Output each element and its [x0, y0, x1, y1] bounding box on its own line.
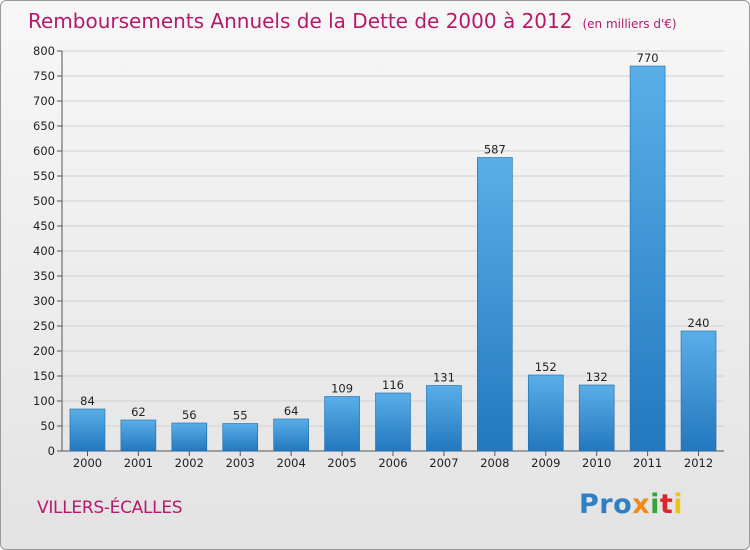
- y-tick-label: 400: [33, 244, 55, 258]
- data-labels: 84 62 56 55 64 109 116 131 587 152 132 770 240: [80, 51, 709, 423]
- bar: [426, 385, 462, 452]
- bar-value-label: 55: [233, 409, 248, 423]
- y-tick-label: 550: [33, 169, 55, 183]
- bar: [273, 418, 309, 452]
- chart-title-text: Remboursements Annuels de la Dette de 20…: [28, 9, 573, 33]
- logo-part-5: i: [673, 489, 684, 520]
- bar-value-label: 587: [484, 143, 506, 157]
- y-tick-label: 100: [33, 394, 55, 408]
- bar: [375, 392, 411, 452]
- logo-part-2: x: [632, 489, 651, 520]
- x-tick-label: 2007: [429, 456, 458, 470]
- x-tick-label: 2001: [124, 456, 153, 470]
- bar-value-label: 84: [80, 394, 95, 408]
- x-tick-label: 2008: [480, 456, 509, 470]
- bar-value-label: 62: [131, 405, 146, 419]
- bar-value-label: 770: [637, 51, 659, 65]
- bar-value-label: 64: [284, 404, 299, 418]
- y-tick-label: 200: [33, 344, 55, 358]
- x-tick-label: 2010: [582, 456, 611, 470]
- x-tick-labels: 2000 2001 2002 2003 2004 2005 2006 2007 2008 2009…: [73, 451, 713, 470]
- bar: [477, 157, 513, 452]
- y-tick-label: 50: [40, 419, 55, 433]
- x-tick-label: 2009: [531, 456, 560, 470]
- chart-title: Remboursements Annuels de la Dette de 20…: [28, 9, 677, 33]
- y-tick-label: 650: [33, 119, 55, 133]
- bars: [69, 65, 717, 452]
- y-tick-label: 750: [33, 69, 55, 83]
- logo-part-4: t: [659, 489, 674, 520]
- bar: [120, 419, 157, 452]
- y-tick-label: 150: [33, 369, 55, 383]
- y-tick-label: 300: [33, 294, 55, 308]
- y-tick-label: 800: [33, 44, 55, 58]
- commune-name: VILLERS-ÉCALLES: [37, 498, 183, 518]
- bar: [171, 422, 208, 452]
- x-tick-label: 2005: [327, 456, 356, 470]
- bar-value-label: 116: [382, 378, 404, 392]
- x-tick-label: 2000: [73, 456, 102, 470]
- y-tick-label: 500: [33, 194, 55, 208]
- y-tick-label: 600: [33, 144, 55, 158]
- y-tick-labels: 0 50 100 150 200 250 300 350 400 450 500 550 600 650 7…: [33, 44, 55, 458]
- y-tick-label: 0: [48, 444, 55, 458]
- bar: [680, 330, 717, 452]
- bar-value-label: 152: [535, 360, 557, 374]
- bar: [578, 384, 615, 452]
- bar: [629, 65, 666, 452]
- x-tick-label: 2006: [378, 456, 407, 470]
- y-tick-label: 700: [33, 94, 55, 108]
- y-tick-label: 450: [33, 219, 55, 233]
- proxiti-logo: Proxiti: [579, 489, 683, 520]
- x-tick-label: 2004: [277, 456, 306, 470]
- bar-value-label: 132: [586, 370, 608, 384]
- bar-value-label: 56: [182, 408, 197, 422]
- y-tick-label: 250: [33, 319, 55, 333]
- y-tick-label: 350: [33, 269, 55, 283]
- x-tick-label: 2002: [175, 456, 204, 470]
- bar: [527, 374, 564, 452]
- logo-part-1: Pro: [579, 489, 633, 520]
- x-tick-label: 2012: [684, 456, 713, 470]
- bar: [324, 396, 360, 452]
- bar: [222, 423, 259, 452]
- x-tick-label: 2003: [226, 456, 255, 470]
- bar-value-label: 109: [331, 382, 353, 396]
- bar-value-label: 240: [688, 316, 710, 330]
- chart-subtitle: (en milliers d'€): [582, 17, 677, 31]
- bar-value-label: 131: [433, 371, 455, 385]
- logo-part-3: i: [650, 489, 660, 520]
- bar: [69, 408, 106, 452]
- x-tick-label: 2011: [633, 456, 662, 470]
